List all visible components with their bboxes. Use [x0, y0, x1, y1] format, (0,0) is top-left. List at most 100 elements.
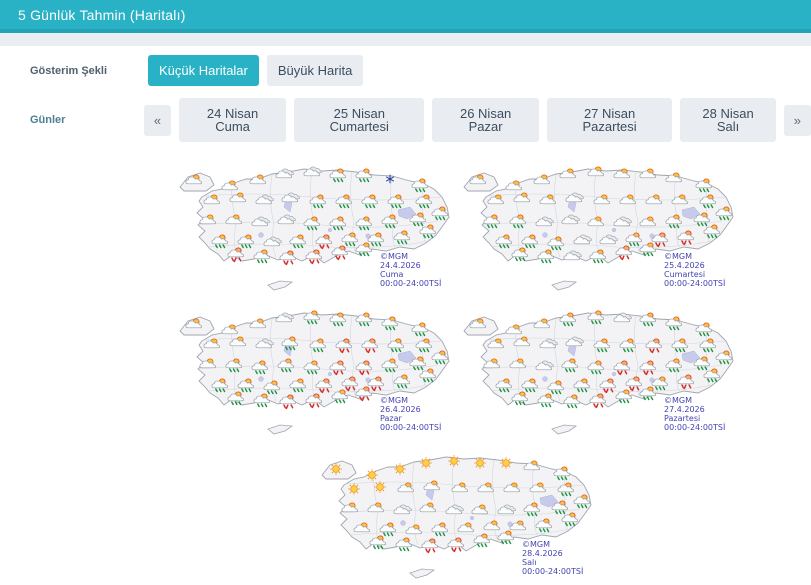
weather-icon-cloud: [613, 216, 632, 227]
small-maps-button[interactable]: Küçük Haritalar: [148, 55, 259, 86]
display-mode-row: Gösterim Şekli Küçük Haritalar Büyük Har…: [0, 55, 811, 86]
lakes: [542, 198, 701, 239]
maps-row-3: ©MGM 28.4.2026 Salı 00:00-24:00TSİ: [172, 445, 740, 585]
weather-icon-rain: [355, 242, 372, 257]
day-button-26-nisan[interactable]: 26 Nisan Pazar: [432, 98, 539, 142]
day-button-25-nisan[interactable]: 25 Nisan Cumartesi: [294, 98, 425, 142]
display-mode-buttons: Küçük Haritalar Büyük Harita: [148, 55, 364, 86]
weather-icon-sun: [448, 455, 460, 467]
weather-icon-psun: [639, 168, 656, 179]
weather-icon-rain: [409, 356, 426, 371]
weather-icon-rain: [355, 216, 372, 231]
weather-icon-rain: [587, 310, 604, 325]
weather-icon-rain: [253, 393, 270, 408]
weather-icon-rain: [695, 178, 712, 193]
days-row: Günler « 24 Nisan Cuma 25 Nisan Cumartes…: [0, 98, 811, 142]
weather-icon-snow: [386, 174, 394, 184]
weather-icon-storm: [305, 249, 322, 265]
weather-icon-rain: [431, 522, 448, 537]
lakes: [258, 342, 417, 383]
weather-icon-rain: [495, 234, 512, 249]
weather-icon-rain: [431, 350, 448, 365]
weather-icon-storm: [613, 360, 630, 376]
weather-icon-psun: [483, 520, 500, 531]
weather-icon-storm: [355, 386, 372, 402]
weather-icon-cloud: [255, 194, 274, 205]
weather-icon-sun: [420, 457, 432, 469]
weather-icon-psun: [671, 194, 688, 205]
weather-icon-rain: [699, 194, 716, 209]
weather-icon-storm: [315, 234, 332, 250]
weather-icon-storm: [645, 338, 662, 354]
weather-icon-rain: [355, 168, 372, 183]
weather-icon-rain: [511, 247, 528, 262]
cyprus-outline: [551, 280, 578, 291]
forecast-map-tuesday[interactable]: ©MGM 28.4.2026 Salı 00:00-24:00TSİ: [314, 445, 598, 585]
weather-icon-psun: [221, 180, 238, 191]
weather-icon-psun: [225, 214, 242, 225]
weather-icon-cloud: [573, 234, 592, 245]
weather-icon-psun: [559, 168, 576, 179]
weather-icon-psun: [221, 324, 238, 335]
weather-icon-rain: [263, 380, 280, 395]
weather-icon-sun: [330, 463, 342, 475]
weather-icon-rain: [547, 380, 564, 395]
weather-icon-rain: [329, 312, 346, 327]
weather-icon-psun: [185, 174, 202, 185]
weather-icon-storm: [625, 376, 642, 392]
weather-icon-cloud: [497, 504, 516, 515]
forecast-map-sunday[interactable]: ©MGM 26.4.2026 Pazar 00:00-24:00TSİ: [172, 301, 456, 445]
forecast-map-friday[interactable]: ©MGM 24.4.2026 Cuma 00:00-24:00TSİ: [172, 157, 456, 301]
weather-icon-cloud: [281, 192, 300, 203]
weather-icon-rain: [573, 378, 590, 393]
weather-icon-rain: [561, 512, 578, 527]
weather-icon-rain: [393, 374, 410, 389]
weather-icon-psun: [457, 522, 474, 533]
weather-icon-rain: [523, 502, 540, 517]
weather-icon-rain: [547, 236, 564, 251]
weather-icon-psun: [469, 174, 486, 185]
weather-icon-storm: [589, 393, 606, 409]
prev-days-button[interactable]: «: [143, 104, 172, 136]
weather-icon-rain: [253, 249, 270, 264]
weather-icon-rain: [419, 224, 436, 239]
weather-icon-sun: [366, 469, 378, 481]
day-button-27-nisan[interactable]: 27 Nisan Pazartesi: [546, 98, 673, 142]
weather-icon-rain: [715, 350, 732, 365]
weather-icon-psun: [503, 482, 520, 493]
weather-icon-rain: [329, 216, 346, 231]
weather-icon-storm: [279, 394, 296, 410]
weather-icon-sun: [348, 483, 360, 495]
weather-icon-cloud: [535, 360, 554, 371]
forecast-map-saturday[interactable]: ©MGM 25.4.2026 Cumartesi 00:00-24:00TSİ: [456, 157, 740, 301]
weather-icon-storm: [355, 360, 372, 376]
weather-icon-psun: [533, 318, 550, 329]
forecast-map-monday[interactable]: ©MGM 27.4.2026 Pazartesi 00:00-24:00TSİ: [456, 301, 740, 445]
weather-icon-rain: [639, 312, 656, 327]
weather-icon-rain: [693, 356, 710, 371]
day-button-28-nisan[interactable]: 28 Nisan Salı: [680, 98, 776, 142]
weather-icon-rain: [387, 338, 404, 353]
weather-icon-storm: [341, 376, 358, 392]
big-map-button[interactable]: Büyük Harita: [266, 55, 364, 86]
weather-icon-psun: [423, 480, 440, 491]
weather-icon-psun: [533, 174, 550, 185]
lakes: [400, 486, 559, 527]
days-label: Günler: [30, 114, 66, 126]
weather-icon-psun: [249, 318, 266, 329]
day-button-24-nisan[interactable]: 24 Nisan Cuma: [179, 98, 287, 142]
cyprus-outline: [267, 280, 294, 291]
forecast-maps: ©MGM 24.4.2026 Cuma 00:00-24:00TSİ ©MGM 25.4…: [172, 157, 740, 585]
next-days-button[interactable]: »: [783, 104, 811, 136]
weather-icon-rain: [671, 338, 688, 353]
weather-icon-storm: [227, 247, 244, 263]
weather-icon-psun: [539, 194, 556, 205]
weather-icon-rain: [693, 212, 710, 227]
weather-icon-rain: [553, 466, 570, 481]
weather-icon-cloud: [613, 312, 632, 323]
weather-icon-rain: [415, 338, 432, 353]
map-caption: ©MGM 28.4.2026 Salı 00:00-24:00TSİ: [522, 540, 583, 576]
weather-icon-rain: [341, 232, 358, 247]
map-caption: ©MGM 27.4.2026 Pazartesi 00:00-24:00TSİ: [664, 396, 725, 432]
content: Gösterim Şekli Küçük Haritalar Büyük Har…: [0, 46, 811, 585]
